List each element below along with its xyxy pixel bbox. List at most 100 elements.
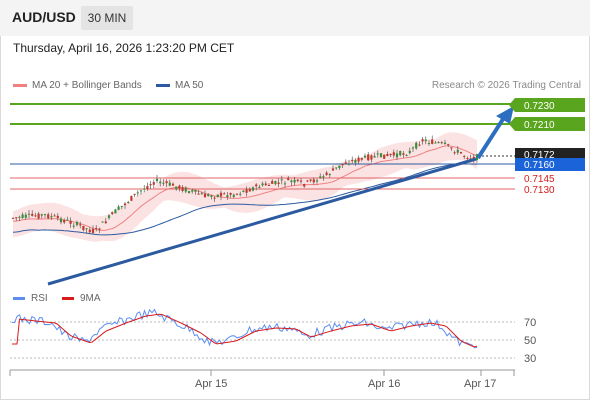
candle-body — [85, 228, 88, 230]
rsi-label: RSI — [31, 293, 48, 304]
candle-body — [424, 139, 427, 142]
ma50-line — [12, 163, 478, 236]
candle-body — [456, 149, 459, 153]
candle-body — [427, 143, 431, 145]
candle-body — [421, 139, 424, 142]
candle-body — [341, 164, 344, 166]
candle-body — [229, 192, 232, 195]
candle-body — [248, 188, 251, 192]
candle-body — [72, 225, 75, 227]
legend-rsi: RSI — [13, 293, 48, 304]
candle-body — [360, 158, 363, 160]
candle-body — [347, 163, 351, 165]
candle-body — [370, 155, 373, 160]
candle-body — [114, 209, 117, 214]
x-label-apr16: Apr 16 — [368, 378, 400, 390]
price-text-s1: 0.7145 — [524, 174, 555, 185]
ma50-label: MA 50 — [175, 80, 204, 91]
candle-body — [82, 225, 85, 231]
candle-body — [469, 158, 472, 160]
candle-body — [178, 185, 181, 189]
candle-body — [267, 185, 271, 187]
candle-body — [437, 142, 440, 144]
candle-body — [296, 179, 299, 182]
candle-body — [43, 214, 47, 216]
candle-body — [338, 165, 341, 168]
candle-body — [290, 180, 293, 183]
candle-body — [159, 181, 162, 184]
candle-body — [107, 215, 111, 218]
price-text-pivot: 0.7160 — [524, 160, 555, 171]
candle-body — [127, 201, 130, 203]
price-text-r1: 0.7210 — [524, 120, 555, 131]
x-label-apr15: Apr 15 — [195, 378, 227, 390]
candle-body — [415, 142, 418, 149]
candle-body — [395, 153, 399, 158]
candle-body — [219, 192, 223, 197]
ma20-swatch — [13, 84, 27, 87]
candle-body — [235, 193, 239, 195]
candle-body — [123, 203, 127, 206]
candle-body — [447, 144, 450, 146]
candle-body — [450, 147, 453, 149]
candle-body — [322, 176, 325, 178]
candle-body — [411, 147, 415, 149]
candle-body — [389, 153, 392, 156]
rsi-label-50: 50 — [524, 335, 536, 347]
candle-body — [50, 216, 53, 218]
candle-body — [466, 157, 469, 159]
candle-body — [223, 193, 226, 195]
candle-body — [165, 181, 168, 184]
candle-body — [152, 182, 155, 185]
credit-text: Research © 2026 Trading Central — [431, 80, 581, 91]
price-text-r2: 0.7230 — [524, 101, 555, 112]
candle-body — [56, 215, 59, 219]
candle-body — [181, 187, 184, 191]
candle-body — [95, 227, 98, 229]
candle-body — [280, 179, 283, 181]
price-label-pivot: 0.7160 — [515, 158, 585, 171]
candle-body — [379, 153, 383, 158]
candle-body — [171, 183, 175, 186]
candle-body — [130, 195, 133, 201]
candle-body — [373, 156, 376, 158]
candle-body — [111, 212, 114, 214]
x-label-apr17: Apr 17 — [464, 378, 496, 390]
arrow-head — [496, 106, 514, 124]
candle-body — [120, 205, 123, 207]
candle-body — [293, 179, 296, 183]
candle-body — [258, 186, 261, 189]
candle-body — [274, 181, 277, 185]
candle-body — [261, 183, 264, 186]
candle-body — [402, 153, 405, 155]
candle-body — [367, 154, 370, 161]
rsi-line — [11, 308, 478, 349]
candle-body — [162, 182, 165, 184]
candle-body — [31, 213, 34, 216]
candle-body — [203, 193, 207, 198]
ma20-label: MA 20 + Bollinger Bands — [32, 80, 142, 91]
legend-ma50: MA 50 — [156, 80, 203, 91]
candle-body — [11, 217, 15, 219]
candle-body — [440, 142, 443, 144]
candle-body — [184, 187, 187, 192]
candle-body — [226, 195, 229, 198]
candle-body — [79, 224, 82, 226]
candle-body — [399, 151, 402, 156]
candle-body — [187, 191, 191, 194]
rsi-ma-label: 9MA — [80, 293, 101, 304]
candle-body — [408, 150, 411, 154]
candle-body — [431, 139, 434, 144]
candle-body — [357, 157, 360, 162]
timeframe-badge[interactable]: 30 MIN — [81, 6, 133, 30]
candle-body — [133, 193, 136, 195]
candle-body — [117, 206, 120, 210]
candle-body — [149, 184, 152, 186]
ma20-line — [12, 145, 478, 231]
candle-body — [277, 182, 280, 184]
legend-rsi-ma: 9MA — [62, 293, 101, 304]
projection-arrow — [476, 114, 507, 160]
candle-body — [24, 214, 27, 218]
candle-body — [443, 142, 447, 145]
